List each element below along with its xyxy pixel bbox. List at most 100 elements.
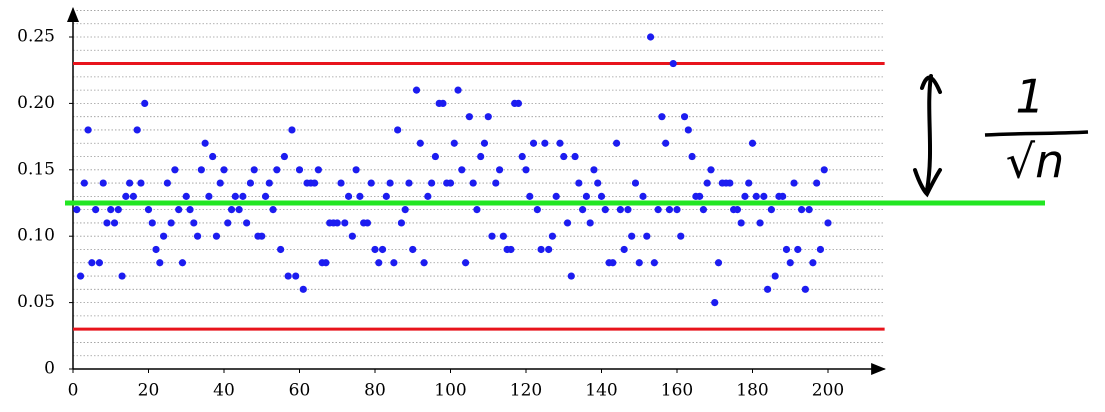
x-tick-label: 40	[213, 381, 235, 401]
point	[616, 206, 624, 214]
point	[824, 219, 832, 227]
point	[575, 179, 583, 187]
point	[790, 179, 798, 187]
point	[654, 206, 662, 214]
point	[613, 139, 621, 147]
point	[265, 179, 273, 187]
point	[495, 166, 504, 174]
point	[341, 219, 349, 227]
point	[556, 139, 564, 147]
point	[92, 206, 100, 214]
x-tick-label: 140	[585, 381, 617, 401]
point	[809, 259, 817, 267]
point	[688, 152, 696, 161]
point	[416, 139, 424, 147]
point	[144, 206, 153, 214]
point	[707, 166, 715, 174]
point	[190, 219, 198, 227]
point	[529, 139, 538, 147]
point	[371, 245, 379, 254]
point	[771, 272, 779, 280]
point	[631, 179, 640, 187]
point	[344, 192, 353, 200]
point	[220, 166, 228, 174]
point	[80, 179, 88, 187]
point	[269, 206, 277, 214]
point	[148, 219, 156, 227]
x-tick-label: 160	[661, 381, 693, 401]
point	[394, 126, 402, 134]
point	[560, 152, 568, 161]
fraction-bar	[984, 130, 1089, 137]
point	[311, 179, 319, 187]
point	[107, 206, 115, 214]
point	[805, 206, 813, 214]
point	[480, 139, 489, 147]
point	[454, 86, 462, 94]
point	[469, 179, 477, 187]
y-tick-label: 0.05	[17, 292, 55, 312]
point	[277, 245, 285, 254]
y-tick-label: 0.20	[17, 93, 55, 113]
point	[488, 232, 496, 240]
point	[205, 192, 213, 200]
point	[594, 179, 602, 187]
point	[175, 206, 183, 214]
point	[382, 192, 390, 200]
point	[95, 259, 104, 267]
point	[820, 166, 828, 174]
point	[401, 206, 409, 214]
point	[545, 245, 553, 254]
point	[492, 179, 500, 187]
point	[518, 152, 526, 161]
point	[609, 259, 617, 267]
point	[590, 166, 598, 174]
point	[167, 219, 175, 227]
point	[548, 232, 557, 240]
point	[514, 99, 523, 107]
point	[628, 232, 636, 240]
x-tick-label: 200	[812, 381, 844, 401]
point	[397, 219, 406, 227]
point	[314, 166, 322, 174]
point	[635, 259, 643, 267]
point	[322, 259, 330, 267]
point	[699, 206, 708, 214]
point	[526, 192, 534, 200]
point	[439, 99, 447, 107]
point	[216, 179, 224, 187]
point	[356, 192, 364, 200]
point	[258, 232, 266, 240]
point	[458, 166, 466, 174]
point	[133, 126, 141, 134]
point	[563, 219, 572, 227]
point	[484, 113, 492, 121]
point	[378, 245, 387, 254]
point	[239, 192, 247, 200]
point	[801, 285, 809, 293]
point	[367, 179, 375, 187]
point	[646, 33, 655, 41]
point	[99, 179, 107, 187]
point	[684, 126, 692, 134]
point	[231, 192, 239, 200]
point	[711, 299, 719, 307]
point	[703, 179, 711, 187]
point	[499, 232, 507, 240]
point	[201, 139, 209, 147]
point	[235, 206, 243, 214]
point	[212, 232, 221, 240]
point	[224, 219, 232, 227]
point	[375, 259, 383, 267]
point	[737, 219, 745, 227]
y-tick-label: 0.10	[17, 226, 55, 246]
y-tick-label: 0.15	[17, 159, 55, 179]
point	[816, 245, 825, 254]
point	[794, 245, 802, 254]
point	[171, 166, 179, 174]
y-tick-label: 0	[44, 359, 55, 379]
point	[813, 179, 821, 187]
point	[741, 192, 749, 200]
point	[579, 206, 587, 214]
